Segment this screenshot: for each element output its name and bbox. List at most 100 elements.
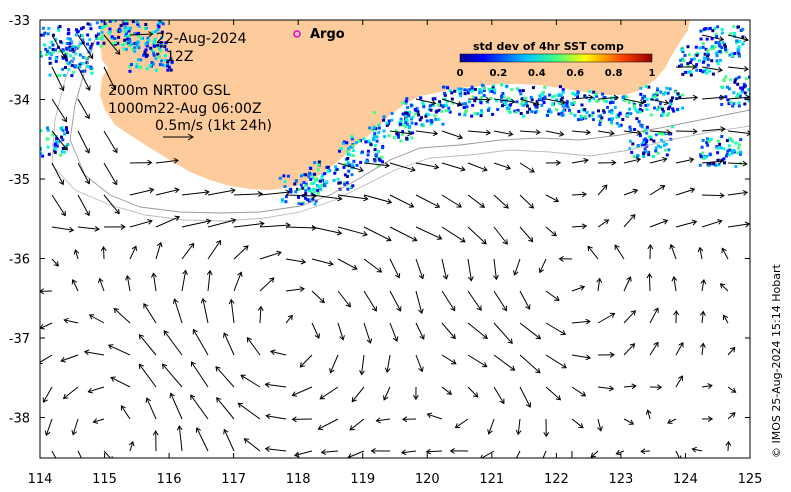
current-vector	[103, 130, 118, 153]
sst-speckle	[431, 97, 435, 101]
plot-area	[28, 20, 763, 466]
sst-speckle	[152, 51, 155, 55]
current-vector-head	[62, 145, 68, 151]
current-vector	[337, 162, 364, 172]
current-vector	[519, 290, 531, 310]
sst-speckle	[130, 63, 133, 66]
current-vector	[230, 299, 235, 324]
sst-speckle	[736, 151, 740, 155]
sst-speckle	[437, 108, 441, 112]
current-vector-head	[629, 343, 636, 349]
current-vector-head	[614, 244, 620, 250]
current-vector	[103, 246, 105, 260]
sst-speckle	[645, 125, 649, 129]
sst-speckle	[583, 108, 587, 112]
sst-speckle	[387, 119, 391, 123]
x-tick-label: 114	[28, 472, 53, 487]
sst-speckle	[382, 129, 386, 133]
current-vector	[129, 220, 153, 228]
sst-speckle	[465, 88, 469, 92]
sst-speckle	[308, 198, 312, 202]
sst-speckle	[156, 52, 160, 56]
current-vector-head	[430, 99, 437, 106]
current-vector-head	[156, 241, 163, 248]
sst-speckle	[555, 98, 559, 102]
sst-speckle	[722, 78, 726, 82]
current-vector	[389, 194, 414, 208]
sst-speckle	[399, 122, 402, 126]
sst-speckle	[733, 80, 737, 84]
sst-speckle	[433, 114, 437, 118]
current-vector	[571, 354, 591, 359]
sst-speckle	[583, 94, 587, 98]
sst-speckle	[317, 184, 321, 188]
current-vector	[337, 290, 351, 308]
sst-speckle	[163, 58, 167, 62]
sst-speckle	[352, 159, 356, 163]
sst-speckle	[43, 31, 47, 35]
current-vector-head	[287, 314, 293, 321]
sst-speckle	[627, 101, 631, 105]
sst-speckle	[342, 165, 346, 169]
sst-speckle	[486, 100, 490, 104]
sst-speckle	[523, 97, 527, 101]
current-vector-head	[169, 392, 175, 398]
sst-speckle	[28, 140, 31, 143]
current-vector	[692, 448, 703, 452]
sst-speckle	[603, 96, 607, 99]
sst-speckle	[48, 46, 52, 50]
sst-speckle	[357, 139, 361, 143]
sst-speckle	[373, 143, 377, 147]
current-vector-head	[700, 342, 706, 348]
sst-speckle	[283, 180, 287, 184]
sst-speckle	[701, 60, 705, 64]
sst-speckle	[48, 51, 52, 55]
current-vector-head	[259, 220, 265, 227]
current-vector-head	[449, 447, 455, 454]
sst-speckle	[159, 49, 163, 53]
sst-speckle	[633, 104, 636, 108]
sst-speckle	[574, 93, 578, 97]
sst-speckle	[316, 188, 320, 192]
current-vector-head	[392, 336, 399, 342]
sst-speckle	[156, 45, 160, 49]
current-vector-head	[555, 395, 562, 401]
sst-speckle	[450, 97, 454, 101]
current-vector-head	[176, 425, 183, 431]
current-vector-head	[42, 397, 48, 403]
sst-speckle	[448, 110, 452, 114]
sst-speckle	[308, 171, 312, 175]
current-vector	[675, 221, 697, 228]
sst-speckle	[642, 130, 646, 134]
sst-speckle	[716, 62, 720, 66]
current-vector-head	[299, 286, 305, 292]
sst-speckle	[382, 115, 386, 119]
sst-speckle	[113, 20, 117, 23]
sst-speckle	[577, 110, 581, 113]
sst-speckle	[450, 91, 454, 95]
sst-speckle	[76, 65, 80, 69]
current-vector-head	[228, 298, 235, 305]
sst-speckle	[375, 152, 379, 156]
sst-speckle	[296, 187, 300, 191]
sst-speckle	[760, 89, 763, 92]
sst-speckle	[597, 114, 601, 118]
current-vector	[597, 278, 601, 292]
sst-speckle	[135, 32, 139, 36]
current-vector	[623, 385, 636, 388]
sst-speckle	[429, 108, 433, 112]
current-vector	[321, 450, 339, 453]
sst-speckle	[526, 110, 530, 114]
sst-speckle	[576, 95, 579, 99]
current-vector-head	[40, 288, 45, 295]
sst-speckle	[645, 150, 649, 154]
current-vector	[207, 189, 235, 196]
current-vector	[389, 162, 416, 171]
current-vector-head	[539, 461, 544, 466]
sst-speckle	[519, 92, 523, 96]
current-vector-head	[640, 448, 646, 455]
sst-speckle	[519, 112, 523, 115]
sst-speckle	[346, 157, 350, 160]
sst-speckle	[321, 173, 325, 177]
sst-speckle	[70, 40, 74, 44]
